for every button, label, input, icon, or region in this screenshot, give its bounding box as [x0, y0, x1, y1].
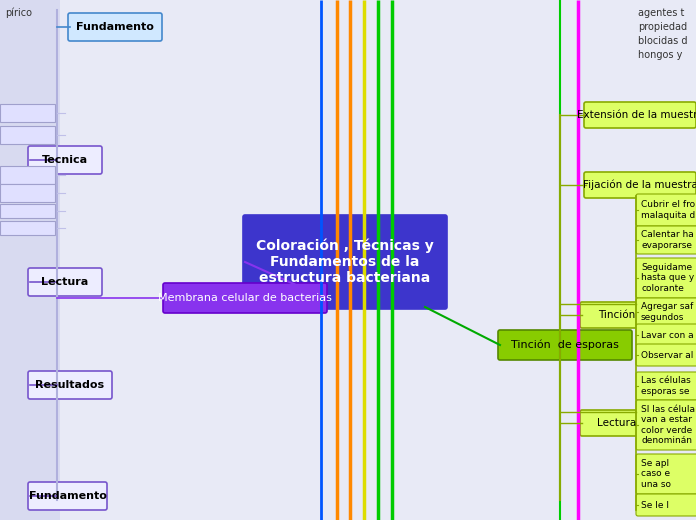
FancyBboxPatch shape — [28, 146, 102, 174]
Text: Extensión de la muestra: Extensión de la muestra — [576, 110, 696, 120]
FancyBboxPatch shape — [243, 215, 447, 309]
Text: Resultados: Resultados — [35, 380, 104, 390]
FancyBboxPatch shape — [68, 13, 162, 41]
Text: blocidas d: blocidas d — [638, 36, 688, 46]
Text: Fundamento: Fundamento — [76, 22, 154, 32]
Text: Las células
esporas se: Las células esporas se — [641, 376, 690, 396]
Text: propiedad: propiedad — [638, 22, 687, 32]
Text: Observar al: Observar al — [641, 350, 693, 359]
FancyBboxPatch shape — [580, 302, 654, 328]
FancyBboxPatch shape — [636, 494, 696, 516]
FancyBboxPatch shape — [636, 372, 696, 400]
Text: Tecnica: Tecnica — [42, 155, 88, 165]
FancyBboxPatch shape — [0, 221, 55, 235]
Text: Cubrir el fro
malaquita d: Cubrir el fro malaquita d — [641, 200, 695, 219]
Text: SI las célula
van a estar
color verde
denominán: SI las célula van a estar color verde de… — [641, 405, 695, 445]
Text: Se le l: Se le l — [641, 500, 669, 510]
Text: Tinción: Tinción — [599, 310, 635, 320]
Text: pírico: pírico — [5, 8, 32, 19]
FancyBboxPatch shape — [580, 410, 654, 436]
FancyBboxPatch shape — [584, 102, 696, 128]
Text: hongos y: hongos y — [638, 50, 682, 60]
FancyBboxPatch shape — [0, 126, 55, 144]
FancyBboxPatch shape — [636, 194, 696, 226]
FancyBboxPatch shape — [636, 400, 696, 450]
FancyBboxPatch shape — [28, 482, 107, 510]
Text: Seguidame
hasta que y
colorante: Seguidame hasta que y colorante — [641, 263, 694, 293]
FancyBboxPatch shape — [498, 330, 632, 360]
Text: Agregar saf
segundos: Agregar saf segundos — [641, 302, 693, 322]
Text: Coloración , Técnicas y
Fundamentos de la
estructura bacteriana: Coloración , Técnicas y Fundamentos de l… — [256, 239, 434, 285]
FancyBboxPatch shape — [636, 344, 696, 366]
FancyBboxPatch shape — [636, 258, 696, 298]
FancyBboxPatch shape — [28, 371, 112, 399]
Text: Fundamento: Fundamento — [29, 491, 106, 501]
Text: Membrana celular de bacterias: Membrana celular de bacterias — [158, 293, 332, 303]
FancyBboxPatch shape — [636, 324, 696, 346]
Text: Calentar ha
evaporarse: Calentar ha evaporarse — [641, 230, 694, 250]
FancyBboxPatch shape — [28, 268, 102, 296]
FancyBboxPatch shape — [0, 184, 55, 202]
FancyBboxPatch shape — [636, 298, 696, 326]
Text: Fijación de la muestra: Fijación de la muestra — [583, 180, 696, 190]
Text: Tinción  de esporas: Tinción de esporas — [511, 340, 619, 350]
FancyBboxPatch shape — [163, 283, 327, 313]
FancyBboxPatch shape — [0, 0, 60, 520]
Text: Se apl
caso e
una so: Se apl caso e una so — [641, 459, 671, 489]
Text: Lectura: Lectura — [597, 418, 637, 428]
FancyBboxPatch shape — [636, 454, 696, 494]
FancyBboxPatch shape — [0, 166, 55, 184]
FancyBboxPatch shape — [0, 204, 55, 218]
FancyBboxPatch shape — [584, 172, 696, 198]
Text: agentes t: agentes t — [638, 8, 684, 18]
FancyBboxPatch shape — [636, 226, 696, 254]
Text: Lavar con a: Lavar con a — [641, 331, 694, 340]
Text: Lectura: Lectura — [41, 277, 88, 287]
FancyBboxPatch shape — [0, 104, 55, 122]
